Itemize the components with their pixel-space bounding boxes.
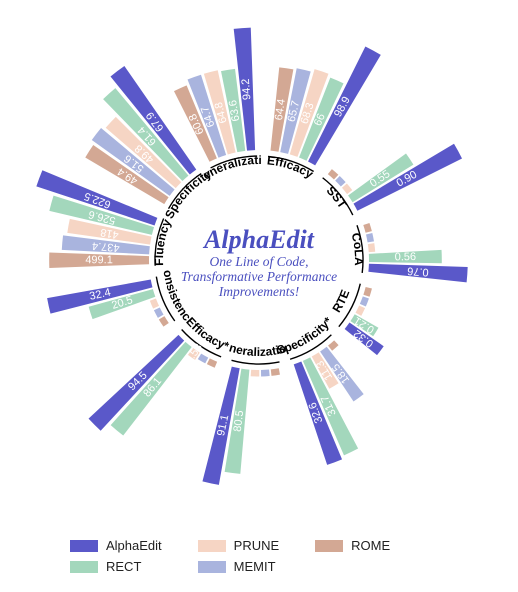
bar-PRUNE xyxy=(150,298,159,308)
legend-label: RECT xyxy=(106,559,141,574)
bar-PRUNE xyxy=(368,243,375,252)
bar-ROME xyxy=(207,358,217,367)
bar-ROME xyxy=(328,340,339,350)
legend: AlphaEdit PRUNE ROME RECT MEMIT xyxy=(70,538,390,574)
bar-label: 32.4 xyxy=(88,287,111,303)
legend-swatch xyxy=(198,561,226,573)
bar-label: 418 xyxy=(99,226,119,241)
bar-PRUNE xyxy=(251,370,260,377)
legend-swatch xyxy=(315,540,343,552)
bar-PRUNE xyxy=(342,184,352,195)
legend-item: PRUNE xyxy=(198,538,280,553)
bar-ROME xyxy=(363,223,372,233)
legend-item: RECT xyxy=(70,559,162,574)
category-tick xyxy=(232,360,280,364)
legend-swatch xyxy=(70,561,98,573)
legend-item: ROME xyxy=(315,538,390,553)
bar-MEMIT xyxy=(154,307,164,317)
bar-label: 437.4 xyxy=(92,239,120,253)
circular-bar-chart: Efficacy64.465.768.36698.9SST0.550.90CoL… xyxy=(0,0,518,520)
bar-label: 63.6 xyxy=(227,99,242,122)
bar-ROME xyxy=(363,287,372,297)
bar-label: 94.2 xyxy=(240,78,254,100)
legend-swatch xyxy=(70,540,98,552)
bar-label: 0.76 xyxy=(407,264,429,277)
legend-item: MEMIT xyxy=(198,559,280,574)
bar-label: 0.56 xyxy=(395,251,417,263)
legend-item: AlphaEdit xyxy=(70,538,162,553)
legend-label: ROME xyxy=(351,538,390,553)
legend-label: PRUNE xyxy=(234,538,280,553)
bar-MEMIT xyxy=(360,296,369,306)
legend-label: MEMIT xyxy=(234,559,276,574)
legend-label: AlphaEdit xyxy=(106,538,162,553)
category-label: CoLA xyxy=(349,231,366,266)
bar-ROME xyxy=(328,169,339,179)
bar-label: 91.1 xyxy=(215,414,231,437)
center-title: AlphaEdit xyxy=(202,225,315,254)
bar-MEMIT xyxy=(261,370,270,377)
bar-PRUNE xyxy=(356,305,366,315)
category-label: Efficacy xyxy=(266,153,316,181)
center-subtitle: One Line of Code, xyxy=(210,254,309,269)
category-label: Fluency xyxy=(152,217,174,266)
bar-label: 499.1 xyxy=(85,254,113,266)
bar-ROME xyxy=(271,368,280,376)
center-subtitle: Improvements! xyxy=(218,284,299,299)
center-subtitle: Transformative Performance xyxy=(181,269,337,284)
bar-ROME xyxy=(159,316,169,327)
bar-MEMIT xyxy=(335,176,345,187)
bar-MEMIT xyxy=(366,233,374,242)
legend-swatch xyxy=(198,540,226,552)
